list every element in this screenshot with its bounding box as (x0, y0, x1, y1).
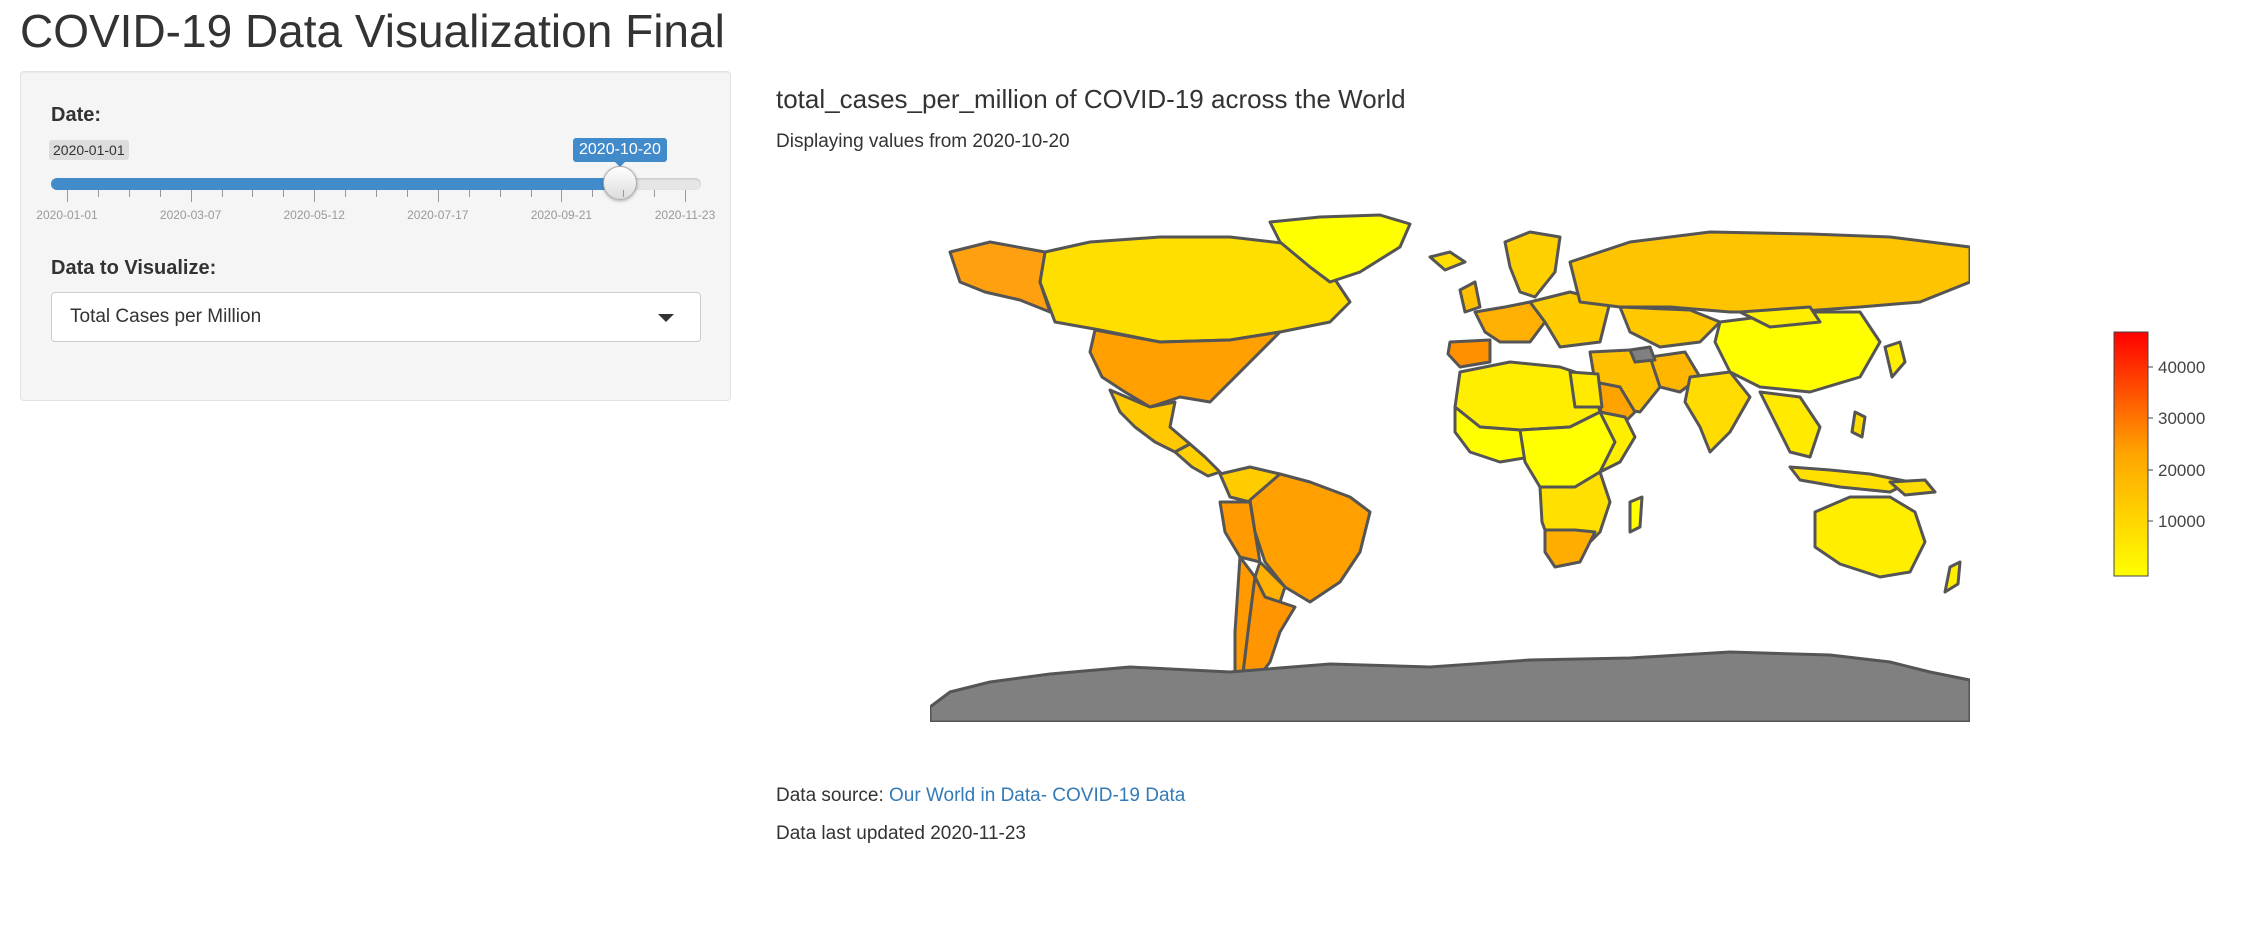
country-eastern-europe (1528, 290, 1612, 349)
country-canada (1038, 235, 1352, 344)
slider-tick-label: 2020-09-21 (530, 208, 593, 222)
slider-tick (685, 190, 686, 202)
country-spain (1446, 338, 1492, 369)
data-select-value: Total Cases per Million (70, 306, 262, 327)
country-papua-new-guinea (1888, 478, 1937, 497)
slider-handle[interactable] (603, 166, 638, 200)
caret-down-icon (658, 314, 674, 322)
country-madagascar (1628, 495, 1644, 534)
country-southeast-asia (1758, 390, 1822, 459)
country-india (1683, 370, 1752, 454)
country-china (1713, 310, 1882, 394)
slider-tick (159, 190, 161, 197)
colorbar-gradient (2113, 331, 2149, 577)
slider-tick (406, 190, 408, 197)
slider-tick (376, 190, 377, 197)
slider-tick (654, 190, 656, 197)
page-title: COVID-19 Data Visualization Final (20, 5, 725, 57)
country-argentina (1240, 575, 1297, 684)
country-western-europe (1473, 300, 1547, 344)
slider-track-fill (51, 178, 620, 190)
slider-tick (314, 190, 316, 202)
country-mongolia (1738, 305, 1822, 329)
country-egypt (1568, 370, 1604, 409)
country-turkmenistan-nodata (1628, 345, 1657, 364)
slider-tick (561, 190, 563, 202)
country-south-africa (1543, 528, 1597, 569)
data-updated-line: Data last updated 2020-11-23 (776, 823, 1026, 844)
slider-tick (468, 190, 470, 197)
world-choropleth-map[interactable] (930, 212, 1970, 722)
slider-tick (283, 190, 285, 197)
country-japan (1883, 340, 1907, 379)
country-russia (1568, 230, 1970, 314)
slider-tick (345, 190, 347, 197)
country-east-africa (1598, 410, 1637, 474)
colorbar-tick-label: 40000 (2158, 358, 2205, 377)
slider-tick-label: 2020-01-01 (36, 208, 98, 222)
map-subtitle: Displaying values from 2020-10-20 (776, 131, 1070, 152)
slider-tick (437, 190, 439, 202)
slider-tick-label: 2020-05-12 (283, 208, 345, 222)
country-usa (1088, 328, 1282, 409)
country-iceland (1428, 250, 1467, 272)
country-greenland (1268, 213, 1412, 284)
colorbar-tick-label: 20000 (2158, 461, 2205, 480)
slider-tick (530, 190, 532, 197)
map-title: total_cases_per_million of COVID-19 acro… (776, 84, 1406, 114)
slider-tick-label: 2020-03-07 (159, 208, 222, 222)
slider-tick (499, 190, 501, 197)
data-source-prefix: Data source: (776, 785, 889, 806)
country-indonesia (1788, 465, 1912, 494)
slider-tick-label: 2020-07-17 (407, 208, 469, 222)
slider-tick (128, 190, 130, 197)
country-philippines (1850, 410, 1867, 439)
slider-tick (623, 190, 625, 197)
colorbar-tick-label: 10000 (2158, 512, 2205, 531)
country-central-america (1173, 442, 1222, 478)
slider-current-badge: 2020-10-20 (573, 138, 667, 167)
slider-tick (221, 190, 223, 197)
date-label: Date: (51, 104, 102, 126)
country-west-africa (1453, 405, 1532, 464)
country-brazil (1248, 472, 1372, 604)
country-uk (1458, 280, 1482, 314)
slider-tick (67, 190, 68, 202)
colorbar-legend: 40000 30000 20000 10000 (2113, 331, 2205, 577)
country-new-zealand (1943, 560, 1962, 594)
data-select[interactable]: Total Cases per Million (51, 292, 701, 342)
country-alaska (948, 240, 1052, 314)
country-kazakhstan (1618, 305, 1722, 349)
country-scandinavia (1503, 230, 1562, 299)
slider-track[interactable] (51, 178, 701, 190)
sidebar-panel: Date: 2020-01-01 2020-10-20 2020-01-01 20… (20, 71, 731, 401)
data-source-link[interactable]: Our World in Data- COVID-19 Data (889, 785, 1186, 806)
slider-tick-label: 2020-11-23 (654, 208, 716, 222)
data-source-line: Data source: Our World in Data- COVID-19… (776, 785, 1185, 807)
country-australia (1813, 495, 1927, 579)
slider-tick (252, 190, 254, 197)
slider-tick (97, 190, 99, 197)
data-select-label: Data to Visualize: (51, 257, 217, 279)
slider-tick (592, 190, 594, 197)
slider-tick (190, 190, 192, 202)
country-antarctica (930, 650, 1970, 722)
colorbar-tick-label: 30000 (2158, 409, 2205, 428)
slider-min-badge: 2020-01-01 (49, 140, 129, 160)
